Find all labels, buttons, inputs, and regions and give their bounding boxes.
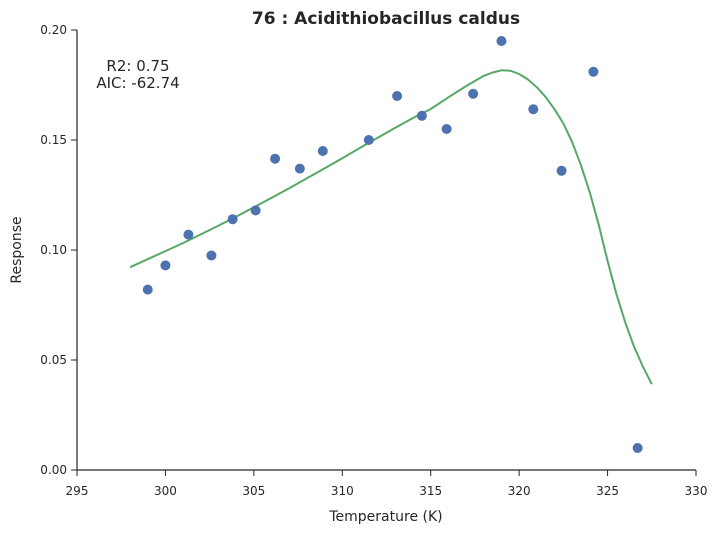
fit-curve bbox=[129, 69, 653, 385]
data-point bbox=[206, 250, 217, 261]
x-tick-label: 300 bbox=[154, 484, 177, 498]
data-point bbox=[468, 88, 479, 99]
data-point bbox=[227, 214, 238, 225]
data-point bbox=[142, 284, 153, 295]
data-point bbox=[496, 36, 507, 46]
data-point bbox=[317, 146, 328, 156]
data-point bbox=[632, 443, 643, 453]
y-tick-label: 0.20 bbox=[40, 23, 67, 37]
data-point bbox=[363, 135, 374, 145]
data-point bbox=[294, 163, 305, 174]
data-point bbox=[441, 124, 452, 134]
data-point bbox=[392, 91, 403, 101]
y-tick-label: 0.15 bbox=[40, 133, 67, 147]
data-point bbox=[588, 66, 599, 77]
points-layer bbox=[142, 36, 643, 453]
y-tick-label: 0.00 bbox=[40, 463, 67, 477]
y-tick-label: 0.10 bbox=[40, 243, 67, 257]
x-tick-label: 315 bbox=[419, 484, 442, 498]
data-point bbox=[556, 165, 567, 176]
data-point bbox=[183, 229, 194, 240]
x-tick-label: 325 bbox=[596, 484, 619, 498]
x-tick-label: 295 bbox=[66, 484, 89, 498]
y-axis-label: Response bbox=[9, 216, 25, 283]
x-tick-label: 305 bbox=[242, 484, 265, 498]
chart-title: 76 : Acidithiobacillus caldus bbox=[252, 9, 520, 29]
aic-annotation: AIC: -62.74 bbox=[96, 74, 179, 92]
data-point bbox=[416, 110, 427, 121]
x-ticks: 295 300 305 310 315 320 325 330 bbox=[66, 470, 708, 498]
y-tick-label: 0.05 bbox=[40, 353, 67, 367]
data-point bbox=[160, 260, 171, 271]
data-point bbox=[528, 104, 539, 115]
x-tick-label: 320 bbox=[508, 484, 531, 498]
data-point bbox=[250, 205, 261, 216]
r2-annotation: R2: 0.75 bbox=[106, 57, 169, 75]
x-tick-label: 330 bbox=[685, 484, 708, 498]
x-tick-label: 310 bbox=[331, 484, 354, 498]
fit-curve-layer bbox=[129, 69, 653, 385]
x-axis-label: Temperature (K) bbox=[328, 509, 442, 525]
y-ticks: 0.00 0.05 0.10 0.15 0.20 bbox=[40, 23, 77, 477]
data-point bbox=[270, 153, 281, 164]
